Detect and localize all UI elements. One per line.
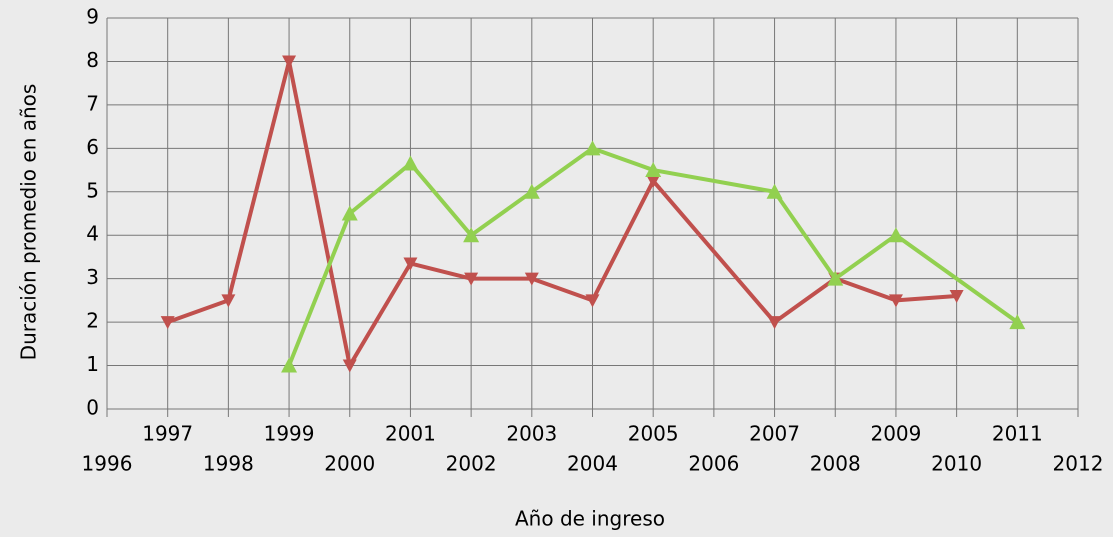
point-marker [949,290,964,304]
point-marker [464,272,479,286]
point-marker [524,272,539,286]
x-tick-label: 2010 [931,452,982,476]
point-marker [827,270,844,286]
y-tick-label: 7 [86,91,99,115]
point-marker [282,55,297,69]
x-tick-label: 1999 [264,422,315,446]
x-tick-label: 2009 [870,422,921,446]
y-tick-label: 9 [86,5,99,29]
point-marker [767,316,782,330]
x-tick-label: 2000 [324,452,375,476]
y-tick-label: 8 [86,48,99,72]
y-tick-label: 1 [86,352,99,376]
x-axis-title: Año de ingreso [515,507,665,531]
x-tick-label: 2008 [810,452,861,476]
point-marker [523,183,540,199]
x-tick-label: 2006 [688,452,739,476]
point-marker [585,294,600,308]
y-axis-title: Duración promedio en años [17,84,41,361]
y-tick-label: 3 [86,265,99,289]
x-tick-label: 2005 [628,422,679,446]
point-marker [766,183,783,199]
y-tick-label: 4 [86,222,99,246]
x-tick-label: 2001 [385,422,436,446]
point-marker [221,294,236,308]
point-marker [160,316,175,330]
point-marker [1009,314,1026,330]
y-tick-label: 5 [86,178,99,202]
point-marker [888,294,903,308]
y-tick-label: 2 [86,309,99,333]
x-tick-label: 1996 [82,452,133,476]
point-marker [341,205,358,221]
x-tick-label: 2007 [749,422,800,446]
point-marker [281,357,298,373]
point-marker [646,174,661,188]
point-marker [463,227,480,243]
point-marker [342,359,357,373]
x-tick-label: 1997 [142,422,193,446]
point-marker [887,227,904,243]
x-tick-label: 1998 [203,452,254,476]
point-marker [402,155,419,171]
x-tick-label: 2011 [992,422,1043,446]
x-tick-label: 2012 [1053,452,1104,476]
x-tick-label: 2003 [506,422,557,446]
y-tick-label: 0 [86,396,99,420]
y-tick-label: 6 [86,135,99,159]
x-tick-label: 2004 [567,452,618,476]
point-marker [645,162,662,178]
point-marker [584,140,601,156]
x-tick-label: 2002 [446,452,497,476]
point-marker [403,257,418,271]
